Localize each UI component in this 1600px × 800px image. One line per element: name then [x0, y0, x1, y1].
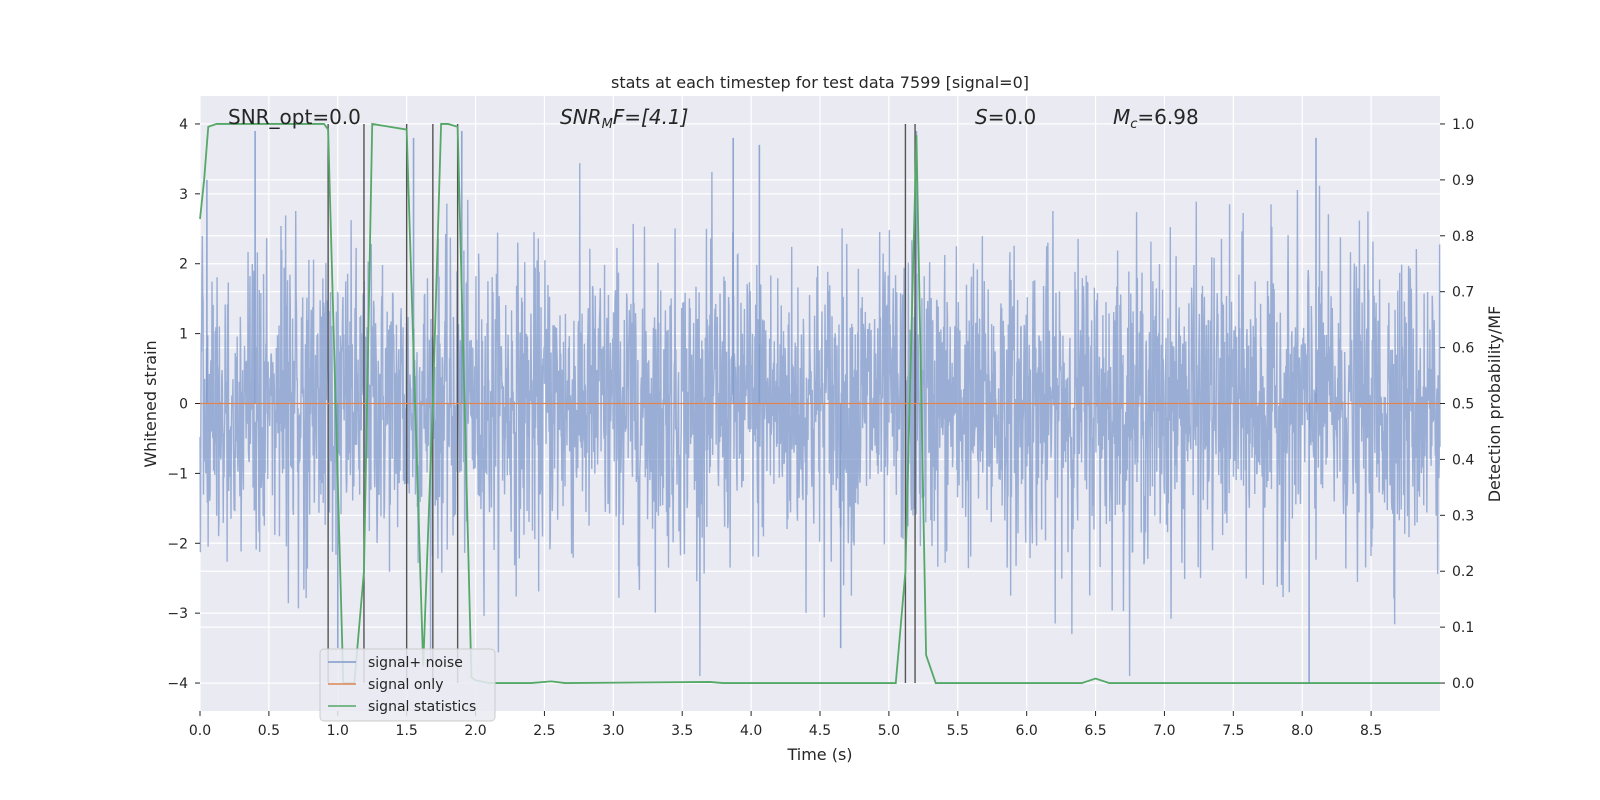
annotation-mc-rest: =6.98 — [1137, 105, 1198, 129]
legend: signal+ noise signal only signal statist… — [319, 648, 496, 722]
annotation-s: S=0.0 — [975, 105, 1036, 129]
y-right-axis-label: Detection probability/MF — [1485, 306, 1504, 503]
x-tick-label-5: 2.5 — [533, 723, 555, 739]
yr-tick-label-10: 1.0 — [1452, 117, 1474, 133]
yr-tick-label-4: 0.4 — [1452, 452, 1474, 468]
x-tick-label-6: 3.0 — [602, 723, 624, 739]
x-axis-ticks: 0.0 0.5 1.0 1.5 2.0 2.5 3.0 3.5 4.0 4.5 5.0 5.5 6.0 6… — [189, 711, 1382, 739]
x-tick-label-1: 0.5 — [258, 723, 280, 739]
yr-tick-label-5: 0.5 — [1452, 397, 1474, 413]
x-tick-label-17: 8.5 — [1360, 723, 1382, 739]
yl-tick-label-7: 3 — [179, 187, 188, 203]
x-tick-label-4: 2.0 — [464, 723, 486, 739]
yl-tick-label-6: 2 — [179, 257, 188, 273]
annotation-mc-sub: c — [1130, 117, 1137, 132]
y-left-axis-label: Whitened strain — [141, 340, 160, 467]
x-tick-label-0: 0.0 — [189, 723, 211, 739]
x-tick-label-12: 6.0 — [1016, 723, 1038, 739]
annotation-mc: Mc=6.98 — [1113, 105, 1199, 132]
legend-box — [319, 648, 496, 722]
x-tick-label-16: 8.0 — [1291, 723, 1313, 739]
x-tick-label-14: 7.0 — [1153, 723, 1175, 739]
yr-tick-label-8: 0.8 — [1452, 229, 1474, 245]
annotation-s-rest: =0.0 — [988, 105, 1037, 129]
yl-tick-label-5: 1 — [179, 327, 188, 343]
annotation-s-main: S — [975, 105, 988, 129]
x-tick-label-3: 1.5 — [396, 723, 418, 739]
yl-tick-label-2: −2 — [167, 536, 188, 552]
yr-tick-label-0: 0.0 — [1452, 676, 1474, 692]
x-tick-label-10: 5.0 — [878, 723, 900, 739]
x-tick-label-8: 4.0 — [740, 723, 762, 739]
x-tick-label-9: 4.5 — [809, 723, 831, 739]
annotation-snr-mf-main: SNR — [560, 105, 602, 129]
yr-tick-label-1: 0.1 — [1452, 620, 1474, 636]
x-tick-label-13: 6.5 — [1084, 723, 1106, 739]
x-tick-label-2: 1.0 — [327, 723, 349, 739]
yl-tick-label-0: −4 — [167, 676, 188, 692]
legend-label-signal-only: signal only — [368, 677, 443, 693]
yl-tick-label-4: 0 — [179, 397, 188, 413]
yl-tick-label-8: 4 — [179, 117, 188, 133]
y-left-axis-ticks: −4 −3 −2 −1 0 1 2 3 4 — [167, 117, 200, 692]
chart-title: stats at each timestep for test data 759… — [611, 73, 1029, 92]
yl-tick-label-1: −3 — [167, 606, 188, 622]
yr-tick-label-3: 0.3 — [1452, 508, 1474, 524]
yr-tick-label-7: 0.7 — [1452, 285, 1474, 301]
x-tick-label-15: 7.5 — [1222, 723, 1244, 739]
legend-label-signal-noise: signal+ noise — [368, 655, 463, 671]
annotation-snr-opt: SNR_opt=0.0 — [228, 105, 361, 129]
x-tick-label-7: 3.5 — [671, 723, 693, 739]
yr-tick-label-2: 0.2 — [1452, 564, 1474, 580]
y-right-axis-ticks: 0.0 0.1 0.2 0.3 0.4 0.5 0.6 0.7 0.8 0.9 1.0 — [1440, 117, 1474, 692]
legend-label-signal-statistics: signal statistics — [368, 699, 476, 715]
yr-tick-label-6: 0.6 — [1452, 341, 1474, 357]
yr-tick-label-9: 0.9 — [1452, 173, 1474, 189]
x-axis-label: Time (s) — [786, 745, 852, 764]
yl-tick-label-3: −1 — [167, 466, 188, 482]
annotation-snr-mf-sub: M — [602, 117, 613, 132]
annotation-mc-main: M — [1113, 105, 1130, 129]
annotation-snr-mf: SNRMF=[4.1] — [560, 105, 688, 132]
x-tick-label-11: 5.5 — [947, 723, 969, 739]
annotation-snr-mf-rest: F=[4.1] — [613, 105, 689, 129]
